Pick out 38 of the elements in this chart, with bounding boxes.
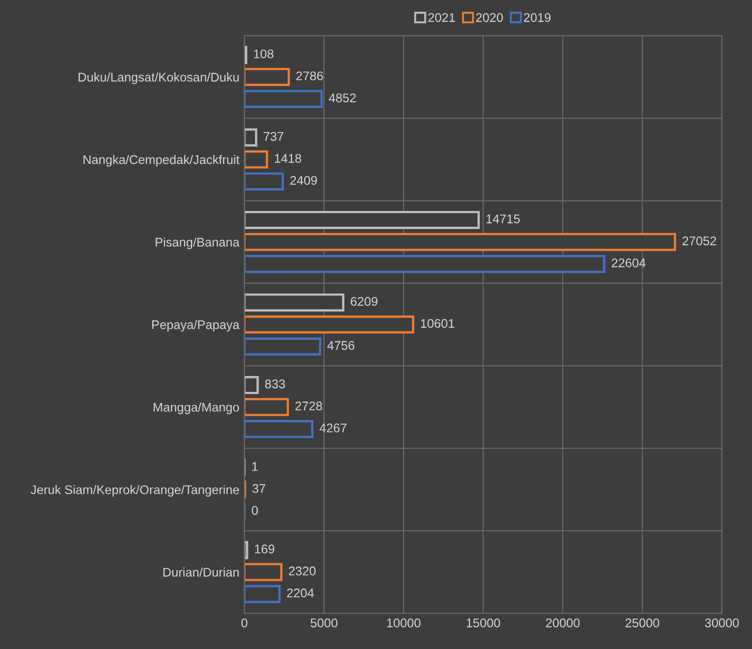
x-tick-label: 0: [241, 618, 248, 628]
x-tick-label: 20000: [546, 618, 580, 628]
y-tick-label: Durian/Durian: [163, 568, 239, 577]
y-tick-label: Jeruk Siam/Keprok/Orange/Tangerine: [30, 485, 239, 497]
y-tick-label: Nangka/Cempedak/Jackfruit: [84, 154, 240, 167]
data-label: 2204: [287, 588, 314, 598]
data-label: 2786: [296, 71, 323, 80]
x-tick-label: 25000: [626, 618, 660, 628]
data-label: 22604: [612, 258, 646, 268]
x-tick-label: 5000: [310, 618, 338, 628]
data-label: 4756: [327, 341, 354, 350]
y-tick-label: Mangga/Mango: [154, 402, 240, 414]
data-label: 4267: [320, 424, 346, 432]
data-label: 4852: [328, 93, 356, 102]
data-label: 169: [254, 544, 274, 554]
legend-label: 2020: [476, 13, 503, 22]
y-tick-label: Duku/Langsat/Kokosan/Duku: [78, 72, 239, 84]
x-tick-label: 15000: [466, 618, 500, 628]
data-label: 27052: [682, 236, 716, 246]
x-tick-label: 10000: [387, 618, 420, 628]
data-label: 10601: [421, 319, 454, 328]
x-tick-label: 30000: [705, 618, 739, 628]
data-label: 0: [252, 506, 258, 515]
data-label: 2320: [288, 566, 316, 576]
data-label: 833: [265, 380, 285, 388]
y-tick-label: Pepaya/Papaya: [152, 320, 240, 332]
data-label: 1418: [274, 154, 302, 163]
data-label: 2728: [295, 402, 322, 410]
legend-label: 2021: [428, 13, 455, 22]
data-label: 14715: [486, 214, 520, 224]
y-tick-label: Pisang/Banana: [156, 237, 240, 250]
data-label: 108: [254, 49, 274, 58]
data-label: 2409: [290, 176, 317, 185]
data-label: 6209: [350, 297, 378, 306]
data-label: 737: [264, 132, 284, 141]
data-label: 37: [252, 484, 266, 493]
legend-label: 2019: [524, 13, 551, 22]
data-label: 1: [252, 462, 258, 471]
